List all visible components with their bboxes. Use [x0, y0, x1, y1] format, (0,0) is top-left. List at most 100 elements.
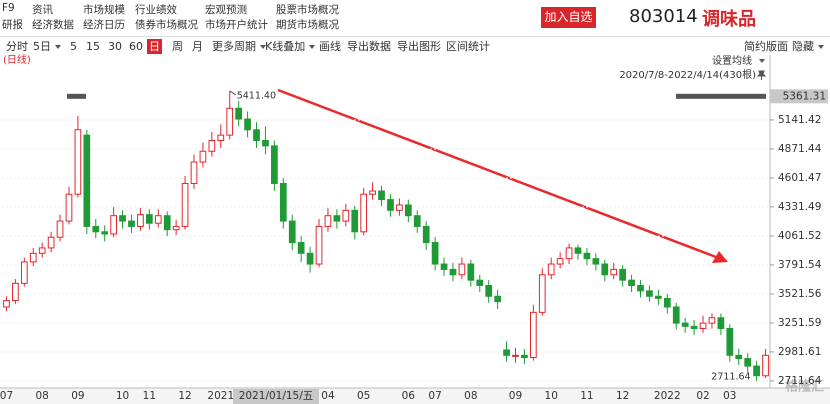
y-tick-label: 4871.44: [778, 143, 822, 155]
x-tick-label: 12: [178, 390, 191, 402]
toolbar-item[interactable]: 月: [192, 40, 203, 53]
candle-body: [663, 297, 671, 308]
candle-body: [521, 354, 528, 358]
toolbar-item[interactable]: 简约版面: [744, 40, 788, 53]
candle-body: [601, 263, 609, 276]
candle-body: [244, 118, 251, 131]
x-tick-label: 2021: [207, 390, 234, 402]
crosshair-date-box: [233, 389, 319, 404]
x-tick-label: 11: [580, 390, 593, 402]
candle-body: [744, 358, 752, 367]
toolbar-item[interactable]: 5日: [31, 39, 63, 54]
menu-item[interactable]: 股票市场概况: [276, 4, 339, 16]
candle-body: [145, 214, 153, 224]
candle-body: [279, 182, 287, 222]
max-pointer: [229, 90, 236, 96]
menu-item[interactable]: 研报: [2, 19, 23, 31]
toolbar-item[interactable]: 30: [108, 40, 122, 53]
candle-body: [253, 129, 260, 142]
crosshair-value-box: [770, 89, 828, 104]
candle-body: [610, 268, 618, 276]
candle-body: [324, 215, 332, 227]
candle-body: [20, 261, 28, 284]
x-tick-label: 04: [321, 390, 335, 402]
menu-item[interactable]: 市场规模: [83, 4, 125, 16]
toolbar-item[interactable]: 5: [70, 40, 77, 53]
candle-body: [297, 242, 305, 254]
candle-body: [467, 263, 475, 281]
y-tick-label: 3791.54: [778, 259, 822, 271]
watermark: 格隆汇: [785, 379, 824, 395]
candle-body: [556, 258, 564, 265]
period-label: (日线): [3, 53, 31, 66]
y-tick-label: 4601.47: [778, 172, 821, 184]
candle-body: [315, 225, 323, 265]
menu-item[interactable]: 经济数据: [32, 19, 74, 31]
toolbar-item[interactable]: K线叠加: [263, 39, 317, 54]
menu-item[interactable]: 行业绩效: [135, 4, 177, 16]
candle-body: [476, 279, 484, 287]
candle-body: [628, 279, 635, 287]
candle-body: [154, 215, 162, 224]
candle-body: [646, 290, 653, 297]
menu-item[interactable]: 资讯: [32, 4, 53, 16]
ma-setting[interactable]: 设置均线: [712, 54, 752, 67]
candle-body: [762, 354, 769, 377]
menu-item[interactable]: F9: [2, 2, 15, 14]
toolbar-item[interactable]: 更多周期: [210, 39, 268, 54]
x-tick-label: 12: [616, 390, 629, 402]
candle-body: [690, 325, 698, 329]
add-watchlist-button[interactable]: 加入自选: [541, 7, 596, 28]
toolbar-item[interactable]: 15: [86, 40, 100, 53]
candle-body: [38, 247, 46, 254]
toolbar-item[interactable]: 导出图形: [397, 40, 441, 53]
candle-body: [3, 300, 10, 308]
candle-body: [342, 209, 350, 222]
toolbar-item[interactable]: 周: [172, 40, 183, 53]
toolbar-item[interactable]: 60: [129, 40, 143, 53]
menu-item[interactable]: 市场开户统计: [205, 19, 268, 31]
candle-body: [360, 193, 368, 233]
max-label: 5411.40: [237, 90, 276, 101]
candle-body: [413, 215, 421, 227]
toolbar-item[interactable]: 画线: [319, 40, 341, 53]
ma-dropdown-icon: [759, 59, 765, 63]
y-tick-label: 4331.49: [778, 201, 821, 213]
toolbar-item[interactable]: 区间统计: [446, 40, 490, 53]
candle-body: [538, 274, 546, 313]
candle-body: [726, 327, 734, 356]
y-tick-label: 2711.64: [778, 375, 822, 387]
x-tick-label: 02: [696, 390, 709, 402]
y-tick-label: 4061.52: [778, 230, 821, 242]
candle-body: [74, 129, 82, 195]
candle-body: [262, 140, 269, 147]
menu-item[interactable]: 宏观预测: [205, 4, 247, 16]
toolbar-item[interactable]: 分时: [6, 40, 28, 53]
security-code: 803014: [629, 6, 698, 27]
menu-item[interactable]: 债券市场概况: [135, 19, 198, 31]
candle-body: [708, 317, 716, 324]
candle-body: [717, 317, 725, 329]
candle-body: [619, 268, 627, 281]
candle-body: [396, 204, 403, 211]
candle-body: [699, 322, 707, 329]
toolbar-item[interactable]: 日: [147, 39, 162, 54]
toolbar-item[interactable]: 隐藏: [790, 39, 826, 54]
menu-item[interactable]: 经济日历: [83, 19, 125, 31]
candle-body: [163, 215, 171, 231]
menu-item[interactable]: 期货市场概况: [276, 19, 339, 31]
candle-body: [583, 252, 591, 260]
candle-body: [65, 193, 73, 222]
y-tick-label: 5141.42: [778, 114, 821, 126]
crosshair-marker: [676, 93, 766, 99]
x-tick-label: 2022: [654, 390, 681, 402]
candle-body: [735, 354, 743, 360]
toolbar-item[interactable]: 导出数据: [347, 40, 391, 53]
candle-body: [681, 322, 689, 327]
x-tick-label: 09: [509, 390, 522, 402]
candle-body: [655, 295, 662, 299]
y-tick-label: 3521.56: [778, 288, 822, 300]
candle-body: [199, 150, 207, 163]
